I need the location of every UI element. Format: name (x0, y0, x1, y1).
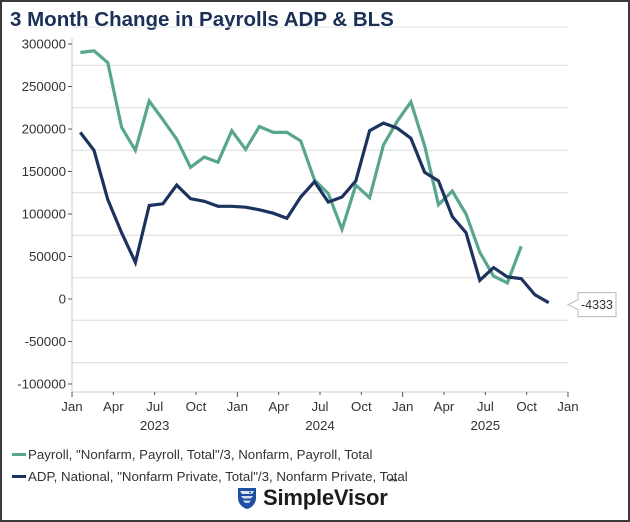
x-tick-label: Jan (392, 399, 413, 414)
x-tick-label: Apr (434, 399, 455, 414)
series-line-adp (79, 121, 550, 305)
y-tick-label: 150000 (22, 164, 66, 179)
x-tick-label: Jan (227, 399, 248, 414)
y-tick-label: 100000 (22, 207, 66, 222)
legend: Payroll, "Nonfarm, Payroll, Total"/3, No… (12, 443, 408, 487)
legend-label-adp: ADP, National, "Nonfarm Private, Total"/… (28, 468, 408, 484)
y-tick-label: 250000 (22, 79, 66, 94)
y-tick-label: 200000 (22, 122, 66, 137)
legend-swatch-payroll (12, 452, 26, 456)
series-line-payroll (80, 49, 523, 286)
value-callout: -4333 (566, 292, 617, 318)
callout-box (566, 292, 617, 318)
legend-swatch-adp (12, 474, 26, 478)
x-tick-label: Jan (61, 399, 82, 414)
x-year-label: 2023 (140, 418, 170, 433)
y-tick-label: 300000 (22, 37, 66, 52)
chart-title: 3 Month Change in Payrolls ADP & BLS (10, 8, 394, 31)
y-tick-label: 0 (59, 292, 66, 307)
annotations: -4333 (566, 292, 617, 318)
x-year-label: 2025 (471, 418, 501, 433)
y-tick-label: -100000 (17, 377, 66, 392)
legend-item-payroll[interactable]: Payroll, "Nonfarm, Payroll, Total"/3, No… (12, 443, 408, 465)
x-axis: Jan Apr Jul Oct Jan Apr Jul Oct Jan Apr Jul Oct Jan 2… (61, 391, 579, 433)
simplevisor-logo: SimpleVisor™ (236, 477, 398, 511)
legend-item-adp[interactable]: ADP, National, "Nonfarm Private, Total"/… (12, 465, 408, 487)
callout-label: -4333 (581, 298, 613, 312)
x-year-label: 2024 (305, 418, 335, 433)
x-tick-label: Jul (312, 399, 329, 414)
legend-label-payroll: Payroll, "Nonfarm, Payroll, Total"/3, No… (28, 446, 373, 462)
series-lines (79, 49, 550, 305)
brand-name: SimpleVisor™ (263, 477, 398, 510)
gridlines (72, 26, 568, 364)
x-tick-label: Oct (186, 399, 207, 414)
x-tick-label: Apr (103, 399, 124, 414)
eagle-shield-icon (238, 488, 256, 509)
x-tick-label: Jan (557, 399, 578, 414)
x-tick-label: Jul (477, 399, 494, 414)
y-tick-label: -50000 (25, 334, 66, 349)
x-tick-label: Oct (516, 399, 537, 414)
x-tick-label: Oct (351, 399, 372, 414)
y-axis: 300000 250000 200000 150000 100000 50000 0 -500… (17, 37, 73, 392)
x-tick-label: Apr (268, 399, 289, 414)
x-tick-label: Jul (146, 399, 163, 414)
y-tick-label: 50000 (29, 249, 66, 264)
